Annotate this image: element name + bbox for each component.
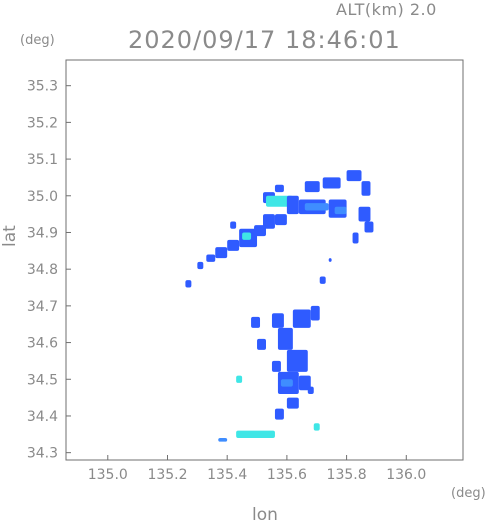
reflectivity-cell	[251, 316, 261, 328]
reflectivity-cell	[307, 386, 314, 394]
y-tick-label: 34.4	[27, 409, 58, 425]
y-tick-label: 34.9	[27, 225, 58, 241]
x-axis-title: lon	[252, 505, 278, 525]
x-tick-label: 135.4	[207, 467, 247, 483]
reflectivity-cell	[185, 280, 192, 288]
x-axis-ticks: 135.0 135.2 135.4 135.6 135.8 136.0	[88, 455, 426, 483]
reflectivity-cell	[298, 375, 311, 391]
reflectivity-cell	[364, 221, 374, 233]
y-tick-label: 35.2	[27, 115, 58, 131]
reflectivity-cell	[358, 206, 371, 222]
reflectivity-cell	[334, 206, 347, 215]
reflectivity-cell	[346, 170, 362, 182]
x-tick-label: 135.0	[88, 467, 128, 483]
y-tick-label: 35.1	[27, 152, 58, 168]
reflectivity-cell	[265, 195, 293, 207]
reflectivity-cell	[227, 239, 240, 251]
reflectivity-cell	[280, 379, 293, 387]
reflectivity-cell	[236, 375, 243, 383]
reflectivity-cell	[274, 214, 287, 226]
reflectivity-cell	[322, 177, 341, 189]
x-tick-label: 135.6	[267, 467, 307, 483]
reflectivity-cell	[263, 214, 275, 229]
reflectivity-cell	[313, 423, 320, 431]
reflectivity-cell	[274, 184, 284, 193]
plot-frame	[65, 59, 464, 461]
reflectivity-cell	[352, 232, 359, 244]
x-tick-label: 135.2	[147, 467, 187, 483]
timestamp: 2020/09/17 18:46:01	[128, 26, 401, 54]
x-tick-label: 135.8	[327, 467, 367, 483]
reflectivity-cell	[236, 430, 275, 438]
reflectivity-cell	[286, 397, 299, 409]
reflectivity-cells	[185, 170, 374, 442]
reflectivity-cell	[304, 181, 320, 193]
reflectivity-cell	[304, 203, 329, 211]
y-tick-label: 35.0	[27, 189, 58, 205]
reflectivity-cell	[328, 258, 332, 262]
reflectivity-cell	[274, 408, 284, 420]
y-axis-unit: (deg)	[20, 33, 55, 48]
altitude-label: ALT(km) 2.0	[336, 0, 437, 19]
reflectivity-cell	[257, 338, 266, 350]
x-axis-unit: (deg)	[451, 486, 486, 501]
y-tick-label: 34.6	[27, 336, 58, 352]
reflectivity-cell	[242, 232, 252, 240]
y-axis-ticks: 34.3 34.4 34.5 34.6 34.7 34.8 34.9 35.0 35.1 35.2…	[27, 79, 71, 462]
y-tick-label: 35.3	[27, 79, 58, 95]
reflectivity-cell	[206, 254, 216, 262]
y-tick-label: 34.7	[27, 299, 58, 315]
reflectivity-cell	[286, 195, 299, 215]
x-tick-label: 136.0	[386, 467, 426, 483]
reflectivity-cell	[215, 247, 228, 259]
reflectivity-cell	[197, 261, 204, 270]
reflectivity-cell	[361, 181, 371, 196]
y-tick-label: 34.8	[27, 262, 58, 278]
reflectivity-cell	[277, 327, 293, 350]
reflectivity-cell	[218, 437, 228, 442]
y-tick-label: 34.5	[27, 372, 58, 388]
reflectivity-cell	[292, 309, 311, 328]
y-tick-label: 34.3	[27, 446, 58, 462]
reflectivity-cell	[271, 360, 281, 372]
reflectivity-cell	[230, 221, 237, 229]
reflectivity-cell	[286, 349, 308, 372]
reflectivity-cell	[319, 276, 326, 284]
reflectivity-cell	[310, 305, 320, 321]
reflectivity-cell	[271, 313, 284, 328]
